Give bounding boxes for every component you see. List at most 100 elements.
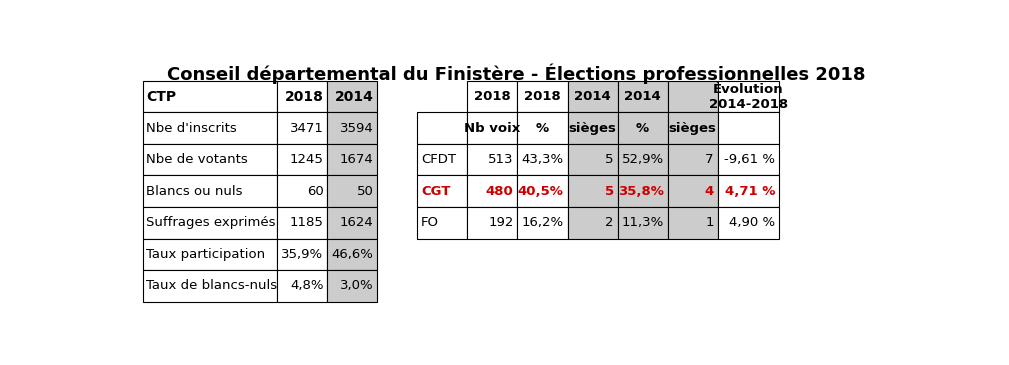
Bar <box>668 112 717 144</box>
Text: Taux de blancs-nuls: Taux de blancs-nuls <box>146 280 277 292</box>
Bar <box>467 112 518 144</box>
Text: CGT: CGT <box>421 185 451 198</box>
Text: FO: FO <box>421 216 439 229</box>
Text: 2: 2 <box>605 216 613 229</box>
Text: 5: 5 <box>604 185 613 198</box>
Text: 2014: 2014 <box>625 90 661 103</box>
Text: 480: 480 <box>486 185 514 198</box>
Bar <box>418 144 467 176</box>
Bar <box>567 176 618 207</box>
Bar <box>277 112 327 144</box>
Text: Évolution
2014-2018: Évolution 2014-2018 <box>709 82 788 111</box>
Bar <box>518 207 567 239</box>
Bar <box>467 176 518 207</box>
Text: 43,3%: 43,3% <box>522 153 564 166</box>
Bar <box>518 112 567 144</box>
Text: sièges: sièges <box>669 122 716 135</box>
Bar <box>567 207 618 239</box>
Bar <box>717 176 779 207</box>
Text: %: % <box>536 122 549 135</box>
Text: 2018: 2018 <box>524 90 561 103</box>
Text: 60: 60 <box>307 185 324 198</box>
Bar <box>327 144 377 176</box>
Text: 2014: 2014 <box>335 89 373 104</box>
Bar <box>467 207 518 239</box>
Text: 192: 192 <box>488 216 514 229</box>
Text: 1: 1 <box>705 216 713 229</box>
Bar <box>277 81 327 112</box>
Bar <box>327 239 377 270</box>
Bar <box>567 112 618 144</box>
Bar <box>277 239 327 270</box>
Text: 50: 50 <box>356 185 373 198</box>
Bar <box>327 176 377 207</box>
Bar <box>518 81 567 112</box>
Bar <box>717 144 779 176</box>
Bar <box>418 207 467 239</box>
Bar <box>567 81 618 112</box>
Text: 3594: 3594 <box>340 122 373 135</box>
Bar <box>668 81 717 112</box>
Bar <box>668 176 717 207</box>
Text: 513: 513 <box>488 153 514 166</box>
Text: -9,61 %: -9,61 % <box>724 153 776 166</box>
Text: 4,71 %: 4,71 % <box>725 185 776 198</box>
Text: 2018: 2018 <box>474 90 511 103</box>
Text: 3,0%: 3,0% <box>340 280 373 292</box>
Bar <box>327 81 377 112</box>
Text: Suffrages exprimés: Suffrages exprimés <box>146 216 275 229</box>
Text: 16,2%: 16,2% <box>522 216 564 229</box>
Bar <box>142 207 277 239</box>
Text: Blancs ou nuls: Blancs ou nuls <box>146 185 243 198</box>
Bar <box>467 81 518 112</box>
Text: Nb voix: Nb voix <box>464 122 521 135</box>
Bar <box>618 207 668 239</box>
Text: 4,8%: 4,8% <box>290 280 324 292</box>
Bar <box>467 144 518 176</box>
Bar <box>327 207 377 239</box>
Bar <box>668 144 717 176</box>
Bar <box>668 207 717 239</box>
Bar <box>418 112 467 144</box>
Bar <box>618 144 668 176</box>
Bar <box>717 81 779 112</box>
Bar <box>142 176 277 207</box>
Bar <box>142 144 277 176</box>
Bar <box>618 112 668 144</box>
Text: 2014: 2014 <box>574 90 610 103</box>
Bar <box>277 207 327 239</box>
Text: sièges: sièges <box>569 122 616 135</box>
Text: Nbe de votants: Nbe de votants <box>146 153 248 166</box>
Text: 1674: 1674 <box>340 153 373 166</box>
Bar <box>518 176 567 207</box>
Text: Taux participation: Taux participation <box>146 248 265 261</box>
Text: 1185: 1185 <box>290 216 324 229</box>
Bar <box>142 270 277 302</box>
Bar <box>327 270 377 302</box>
Bar <box>277 144 327 176</box>
Text: 4: 4 <box>704 185 713 198</box>
Text: 2018: 2018 <box>285 89 324 104</box>
Bar <box>277 270 327 302</box>
Text: Nbe d'inscrits: Nbe d'inscrits <box>146 122 237 135</box>
Text: 40,5%: 40,5% <box>518 185 564 198</box>
Text: %: % <box>636 122 649 135</box>
Bar <box>717 207 779 239</box>
Bar <box>518 144 567 176</box>
Text: 4,90 %: 4,90 % <box>730 216 776 229</box>
Bar <box>142 112 277 144</box>
Bar <box>618 81 668 112</box>
Text: 35,8%: 35,8% <box>618 185 664 198</box>
Bar <box>277 176 327 207</box>
Text: 7: 7 <box>705 153 713 166</box>
Bar <box>142 81 277 112</box>
Text: 35,9%: 35,9% <box>282 248 324 261</box>
Bar <box>717 112 779 144</box>
Text: 11,3%: 11,3% <box>622 216 664 229</box>
Bar <box>142 239 277 270</box>
Text: 1245: 1245 <box>290 153 324 166</box>
Bar <box>327 112 377 144</box>
Text: CTP: CTP <box>146 89 177 104</box>
Bar <box>567 144 618 176</box>
Bar <box>418 176 467 207</box>
